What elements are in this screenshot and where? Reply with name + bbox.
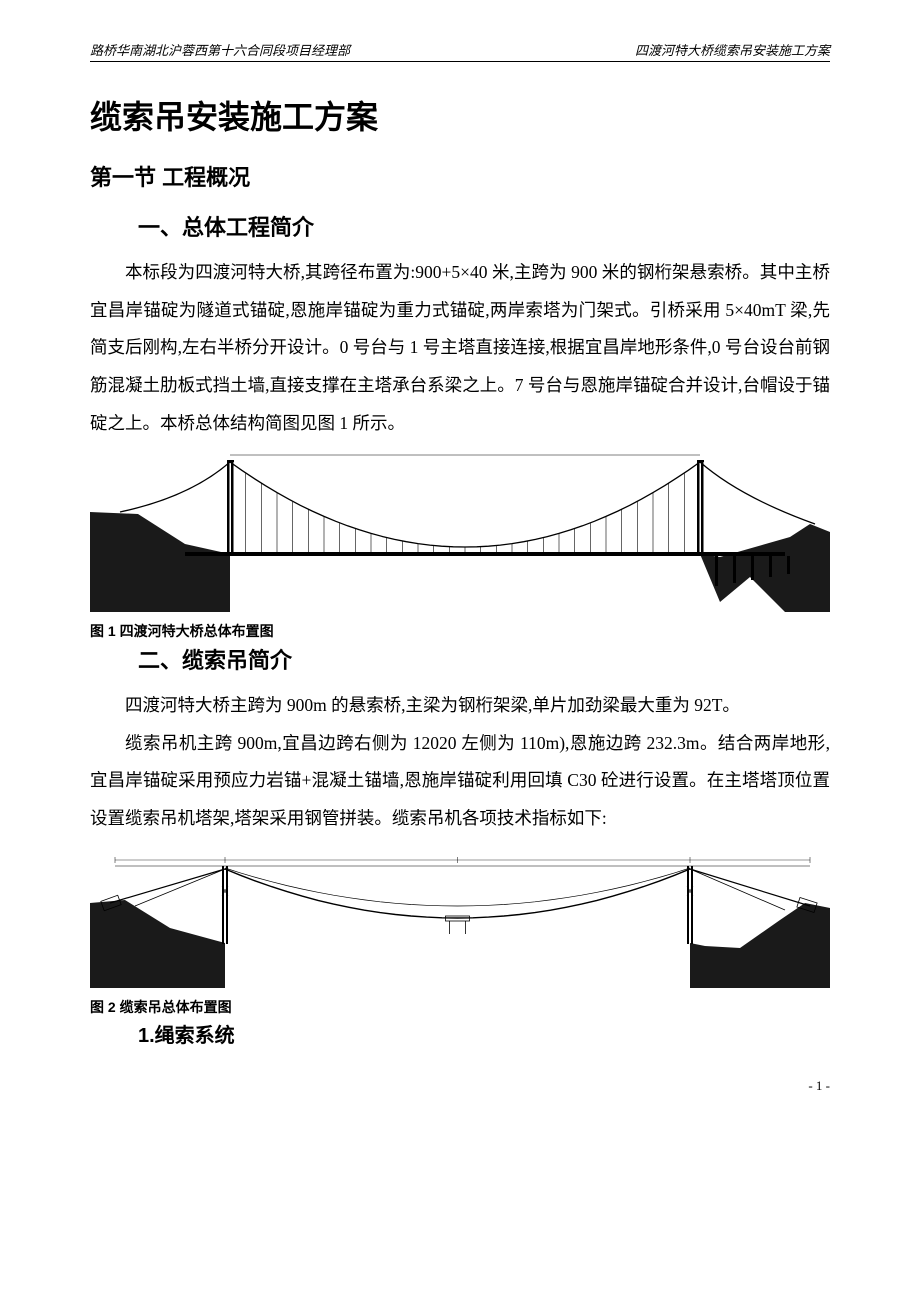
- running-header: 路桥华南湖北沪蓉西第十六合同段项目经理部 四渡河特大桥缆索吊安装施工方案: [90, 40, 830, 62]
- paragraph-1-2b: 缆索吊机主跨 900m,宜昌边跨右侧为 12020 左侧为 110m),恩施边跨…: [90, 725, 830, 838]
- cable-crane-diagram: [90, 848, 830, 988]
- subsection-1-2-heading: 二、缆索吊简介: [138, 643, 830, 675]
- page-number: - 1 -: [90, 1078, 830, 1094]
- subsection-1-1-heading: 一、总体工程简介: [138, 210, 830, 242]
- subsubsection-heading: 1.绳索系统: [138, 1019, 830, 1048]
- section-1-heading: 第一节 工程概况: [90, 160, 830, 192]
- figure-1-caption: 图 1 四渡河特大桥总体布置图: [90, 621, 830, 641]
- paragraph-1-2a: 四渡河特大桥主跨为 900m 的悬索桥,主梁为钢桁架梁,单片加劲梁最大重为 92…: [90, 687, 830, 725]
- figure-2: [90, 848, 830, 993]
- figure-1: [90, 452, 830, 617]
- paragraph-1-1: 本标段为四渡河特大桥,其跨径布置为:900+5×40 米,主跨为 900 米的钢…: [90, 254, 830, 442]
- bridge-elevation-diagram: [90, 452, 830, 612]
- header-left: 路桥华南湖北沪蓉西第十六合同段项目经理部: [90, 40, 350, 59]
- document-title: 缆索吊安装施工方案: [90, 92, 830, 138]
- header-right: 四渡河特大桥缆索吊安装施工方案: [635, 40, 830, 59]
- figure-2-caption: 图 2 缆索吊总体布置图: [90, 997, 830, 1017]
